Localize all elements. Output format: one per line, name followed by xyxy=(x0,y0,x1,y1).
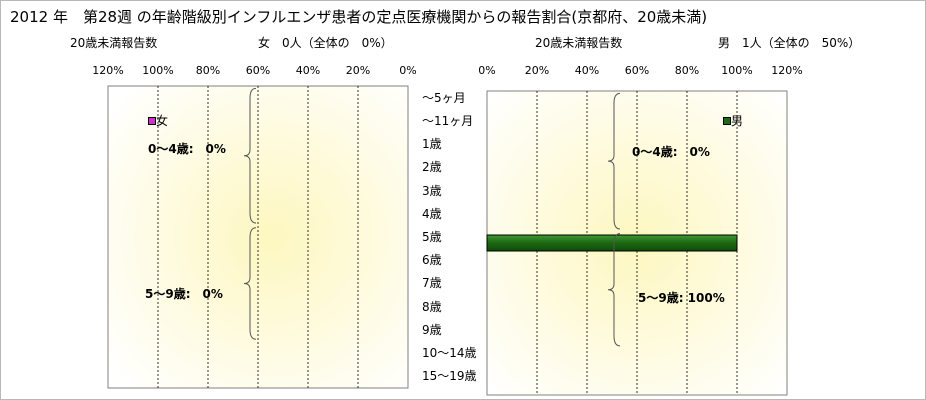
male-tick-label: 0% xyxy=(478,64,496,77)
age-category-label: 2歳 xyxy=(422,160,442,175)
female-group-label-0-4: 0～4歳: 0% xyxy=(148,142,226,156)
male-tick-label: 40% xyxy=(574,64,600,77)
female-count-label: 女 0人（全体の 0%） xyxy=(258,36,393,50)
age-category-label: 15～19歳 xyxy=(422,369,477,384)
male-report-label: 20歳未満報告数 xyxy=(535,36,623,50)
female-tick-label: 0% xyxy=(399,64,417,77)
age-category-label: 4歳 xyxy=(422,206,442,221)
male-tick-label: 100% xyxy=(721,64,753,77)
female-plot-area xyxy=(107,85,409,389)
male-group-label-5-9: 5～9歳: 100% xyxy=(638,291,725,305)
male-legend-label: 男 xyxy=(731,114,744,128)
male-count-label: 男 1人（全体の 50%） xyxy=(718,36,861,50)
female-tick-label: 20% xyxy=(345,64,371,77)
female-tick-label: 100% xyxy=(142,64,174,77)
female-tick-label: 120% xyxy=(92,64,124,77)
male-tick-label: 80% xyxy=(674,64,700,77)
female-legend-swatch xyxy=(148,116,156,125)
male-group-label-0-4: 0～4歳: 0% xyxy=(632,145,710,159)
age-category-label: 7歳 xyxy=(422,276,442,291)
male-bracket-0-4 xyxy=(607,92,621,230)
female-legend-label: 女 xyxy=(156,114,169,128)
male-legend-swatch xyxy=(723,116,731,125)
male-bar xyxy=(486,234,738,252)
age-category-label: 6歳 xyxy=(422,253,442,268)
chart-title: 2012 年 第28週 の年齢階級別インフルエンザ患者の定点医療機関からの報告割… xyxy=(10,8,708,26)
male-bracket-5-9 xyxy=(607,233,621,347)
age-category-label: 8歳 xyxy=(422,299,442,314)
female-group-label-5-9: 5～9歳: 0% xyxy=(145,287,223,301)
age-category-label: 3歳 xyxy=(422,183,442,198)
age-category-label: 5歳 xyxy=(422,230,442,244)
male-tick-label: 60% xyxy=(624,64,650,77)
female-tick-label: 80% xyxy=(195,64,221,77)
age-category-label: 9歳 xyxy=(422,322,442,337)
age-category-label: ～5ヶ月 xyxy=(422,90,466,105)
age-category-label: 1歳 xyxy=(422,137,442,152)
female-tick-label: 40% xyxy=(295,64,321,77)
female-legend: 女 xyxy=(148,110,168,129)
male-tick-label: 20% xyxy=(524,64,550,77)
age-category-label: 10～14歳 xyxy=(422,346,477,361)
female-report-label: 20歳未満報告数 xyxy=(70,36,158,50)
female-tick-label: 60% xyxy=(245,64,271,77)
female-bracket-5-9 xyxy=(243,227,257,340)
age-category-label: ～11ヶ月 xyxy=(422,113,474,128)
female-bracket-0-4 xyxy=(243,87,257,224)
male-legend: 男 xyxy=(723,110,743,129)
male-tick-label: 120% xyxy=(771,64,803,77)
